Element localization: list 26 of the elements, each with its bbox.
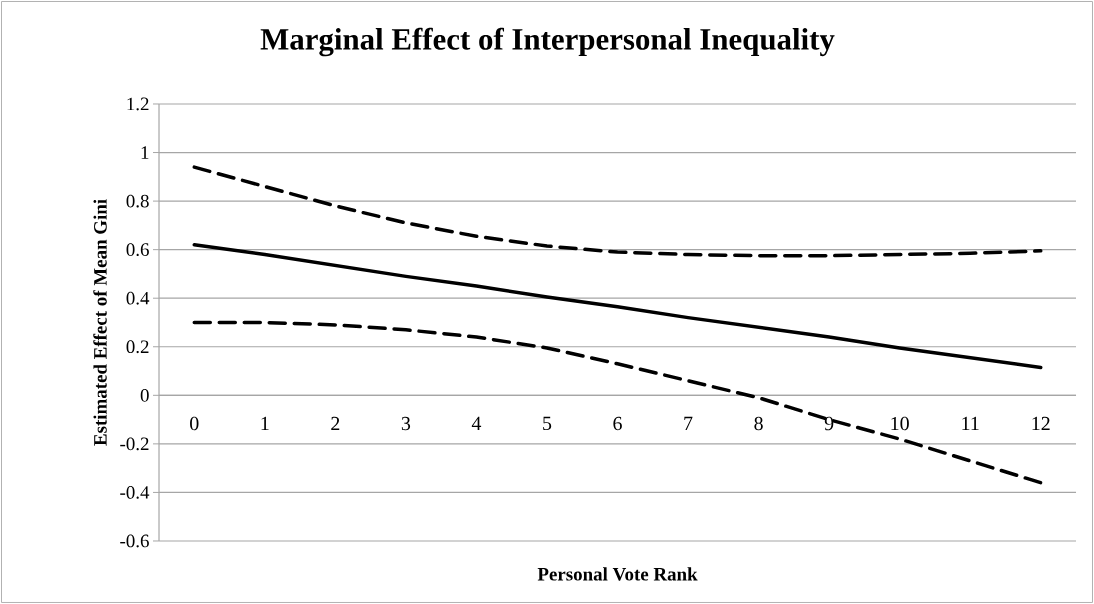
x-axis-title: Personal Vote Rank — [537, 567, 698, 581]
y-tick-label: 0.4 — [126, 291, 150, 305]
y-tick-label: 0 — [140, 388, 149, 402]
y-tick-label: -0.6 — [120, 534, 149, 548]
x-tick-label: 7 — [684, 416, 693, 430]
y-tick-label: 0.2 — [126, 340, 149, 354]
x-tick-label: 4 — [471, 416, 482, 430]
y-tick-label: 1 — [141, 146, 149, 159]
y-tick-label: -0.4 — [120, 486, 150, 499]
y-axis-title: Estimated Effect of Mean Gini — [93, 199, 107, 446]
x-tick-label: 9 — [824, 416, 834, 431]
x-tick-label: 0 — [190, 416, 199, 431]
x-tick-label: 8 — [754, 416, 763, 431]
chart-title: Marginal Effect of Interpersonal Inequality — [260, 27, 835, 57]
y-tick-label: 0.6 — [126, 243, 149, 257]
x-tick-label: 11 — [962, 416, 979, 430]
y-tick-label: 0.8 — [126, 194, 149, 208]
x-tick-label: 2 — [331, 416, 340, 431]
x-tick-label: 12 — [1032, 416, 1050, 431]
x-tick-label: 6 — [613, 416, 622, 431]
x-tick-label: 3 — [401, 416, 411, 431]
x-tick-label: 5 — [543, 416, 552, 431]
y-tick-label: 1.2 — [127, 97, 149, 111]
y-tick-label: -0.2 — [120, 437, 149, 451]
x-tick-label: 1 — [261, 416, 269, 430]
x-tick-label: 10 — [891, 416, 909, 431]
